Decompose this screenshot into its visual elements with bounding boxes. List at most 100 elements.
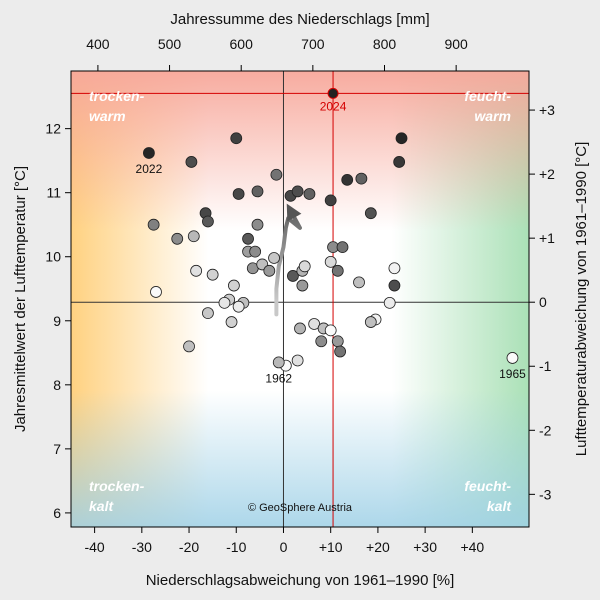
data-point bbox=[268, 252, 280, 264]
data-point bbox=[272, 356, 285, 369]
quadrant-bottom-left-line2: kalt bbox=[89, 498, 114, 514]
x-tick-label: +20 bbox=[366, 539, 390, 555]
data-point bbox=[331, 264, 344, 277]
right-tick-label: +3 bbox=[539, 102, 555, 118]
data-point bbox=[206, 268, 219, 281]
x-tick-label: -10 bbox=[226, 539, 246, 555]
data-point bbox=[341, 173, 354, 186]
quadrant-top-left-line2: warm bbox=[89, 108, 126, 124]
point-label-1962: 1962 bbox=[265, 371, 292, 385]
data-point bbox=[225, 316, 238, 328]
point-label-1965: 1965 bbox=[499, 367, 526, 381]
y-tick-label: 8 bbox=[53, 377, 61, 393]
top-tick-label: 800 bbox=[373, 36, 397, 52]
quadrant-top-left-line1: trocken- bbox=[89, 88, 145, 104]
x-tick-label: 0 bbox=[280, 539, 288, 555]
data-point bbox=[202, 307, 214, 319]
trend-arrow-path bbox=[274, 203, 302, 317]
data-point bbox=[331, 335, 344, 348]
data-point bbox=[287, 270, 299, 282]
left-axis-title: Jahresmittelwert der Lufttemperatur [°C] bbox=[12, 166, 29, 432]
top-axis-title: Jahressumme des Niederschlags [mm] bbox=[170, 11, 429, 28]
data-points: 2024 2022 1962 1965 bbox=[136, 87, 526, 385]
data-point bbox=[291, 354, 304, 367]
data-point bbox=[251, 185, 264, 198]
data-point bbox=[270, 168, 283, 181]
data-point bbox=[202, 215, 214, 228]
quadrant-bottom-right-line1: feucht- bbox=[464, 478, 511, 494]
data-point bbox=[336, 241, 349, 254]
right-tick-label: +1 bbox=[539, 230, 555, 246]
data-point bbox=[251, 218, 264, 231]
top-tick-label: 700 bbox=[301, 36, 325, 52]
data-point bbox=[303, 188, 316, 200]
data-point bbox=[383, 296, 396, 309]
data-point bbox=[315, 335, 328, 348]
plot-frame bbox=[70, 70, 530, 528]
x-tick-label: -40 bbox=[84, 539, 104, 555]
data-point bbox=[393, 156, 406, 168]
data-point bbox=[143, 147, 155, 159]
data-point bbox=[298, 260, 311, 273]
top-tick-label: 400 bbox=[86, 36, 110, 52]
trend-arrow bbox=[274, 203, 302, 317]
data-point bbox=[324, 324, 337, 337]
right-axis-title: Lufttemperaturabweichung von 1961–1990 [… bbox=[573, 142, 590, 457]
data-point bbox=[364, 207, 377, 220]
y-tick-label: 7 bbox=[53, 441, 61, 457]
right-tick-label: -1 bbox=[539, 358, 552, 374]
right-tick-label: -2 bbox=[539, 422, 552, 438]
data-point bbox=[294, 322, 306, 335]
plot-background bbox=[71, 71, 529, 527]
quadrant-top-right-line2: warm bbox=[474, 108, 511, 124]
data-point bbox=[355, 172, 368, 185]
x-tick-label: -30 bbox=[132, 539, 152, 555]
data-point bbox=[308, 318, 321, 330]
data-point bbox=[147, 218, 160, 231]
copyright-label: © GeoSphere Austria bbox=[248, 502, 353, 514]
data-point bbox=[227, 279, 240, 292]
data-point bbox=[249, 245, 262, 258]
data-point bbox=[230, 132, 243, 145]
highlight-point bbox=[327, 87, 339, 99]
data-point bbox=[185, 156, 198, 168]
data-point bbox=[506, 352, 519, 364]
data-point bbox=[150, 286, 162, 298]
y-tick-label: 10 bbox=[45, 249, 61, 265]
x-tick-label: +30 bbox=[413, 539, 437, 555]
x-tick-label: +10 bbox=[319, 539, 343, 555]
highlight-point-label: 2024 bbox=[320, 99, 347, 113]
data-point bbox=[388, 262, 401, 275]
data-point bbox=[388, 279, 401, 292]
data-point bbox=[218, 296, 231, 309]
data-point bbox=[183, 340, 195, 353]
data-point bbox=[190, 264, 203, 277]
reference-lines bbox=[71, 71, 529, 527]
x-tick-label: -20 bbox=[179, 539, 199, 555]
y-tick-label: 6 bbox=[53, 505, 61, 521]
right-tick-label: 0 bbox=[539, 294, 547, 310]
right-tick-label: -3 bbox=[539, 486, 552, 502]
quadrant-top-right-line1: feucht- bbox=[464, 88, 511, 104]
top-tick-label: 900 bbox=[444, 36, 468, 52]
top-tick-label: 500 bbox=[158, 36, 182, 52]
quadrant-bottom-right-line2: kalt bbox=[487, 498, 512, 514]
y-tick-label: 11 bbox=[46, 185, 61, 201]
data-point bbox=[334, 345, 347, 358]
data-point bbox=[242, 232, 254, 245]
bottom-axis-title: Niederschlagsabweichung von 1961–1990 [%… bbox=[146, 572, 455, 589]
data-point bbox=[263, 264, 276, 277]
x-tick-label: +40 bbox=[460, 539, 484, 555]
data-point bbox=[232, 188, 245, 200]
right-tick-label: +2 bbox=[539, 166, 555, 182]
data-point bbox=[187, 230, 200, 243]
y-tick-label: 9 bbox=[53, 313, 61, 329]
data-point bbox=[364, 316, 377, 328]
data-point bbox=[232, 300, 245, 313]
data-point bbox=[395, 132, 408, 145]
y-tick-label: 12 bbox=[45, 121, 61, 137]
data-point bbox=[291, 185, 304, 198]
